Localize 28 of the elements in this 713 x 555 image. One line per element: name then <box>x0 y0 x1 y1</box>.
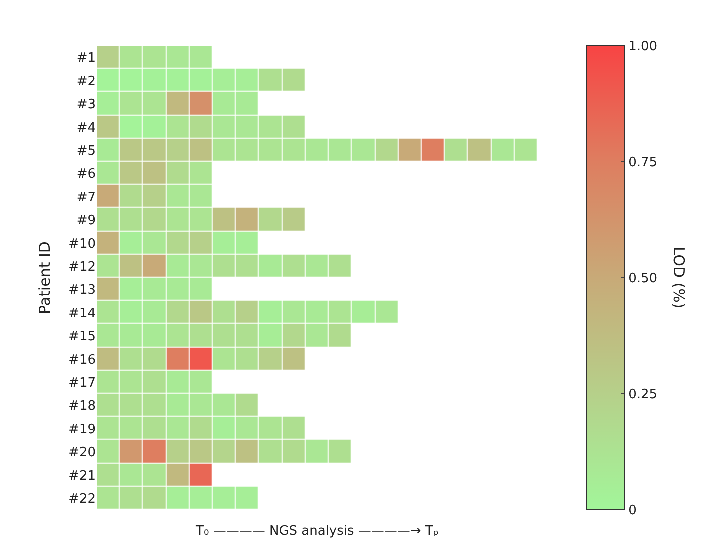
y-tick-label: #7 <box>76 190 96 206</box>
y-tick-label: #6 <box>76 167 96 182</box>
y-tick-label: #19 <box>68 422 96 438</box>
y-tick-label: #2 <box>76 74 96 90</box>
y-tick-label: #15 <box>68 330 96 345</box>
y-tick-label: #12 <box>68 260 96 275</box>
y-tick-label: #1 <box>76 51 96 66</box>
y-tick-label: #22 <box>68 492 96 507</box>
y-tick-label: #10 <box>68 236 96 252</box>
y-tick-label: #17 <box>68 376 96 391</box>
y-tick-label: #5 <box>76 144 96 159</box>
y-tick-label: #9 <box>76 214 96 229</box>
color-bar-label: 0.75 <box>628 156 658 171</box>
y-tick-label: #3 <box>76 98 96 113</box>
color-bar-label: 0 <box>628 504 637 519</box>
y-tick-label: #20 <box>68 446 96 461</box>
color-bar-label: 0.25 <box>628 388 658 403</box>
y-tick-label: #18 <box>68 399 96 414</box>
y-tick-label: #14 <box>68 306 96 322</box>
y-tick-label: #13 <box>68 283 96 298</box>
x-axis-title: T₀ ———— NGS analysis ————→ Tₚ <box>195 524 439 540</box>
color-bar-label: 1.00 <box>628 40 658 55</box>
color-bar-label: 0.50 <box>628 272 658 287</box>
y-axis-title: Patient ID <box>36 242 54 314</box>
y-tick-label: #21 <box>68 468 96 484</box>
color-bar-title: LOD (%) <box>670 246 688 309</box>
y-tick-label: #4 <box>76 120 96 136</box>
y-tick-label: #16 <box>68 352 96 368</box>
